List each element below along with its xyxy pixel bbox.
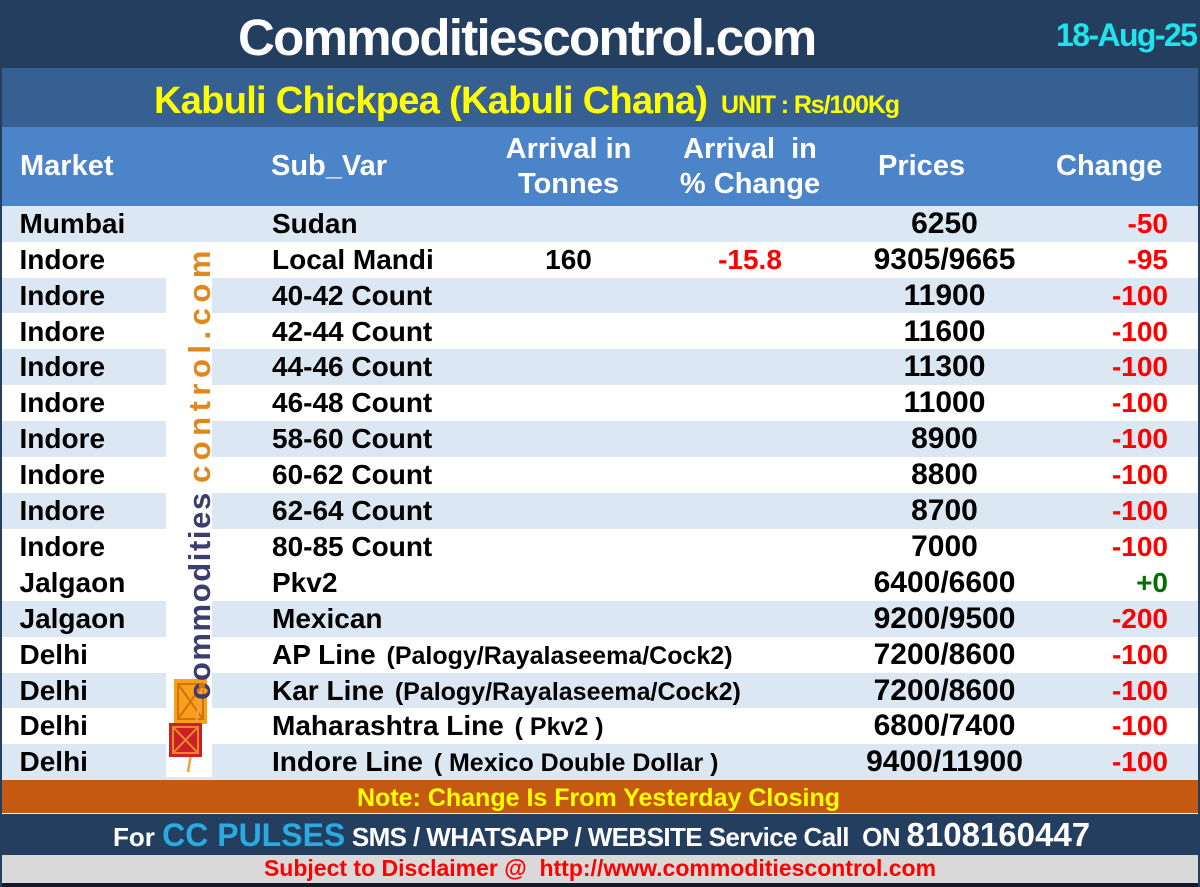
svg-text:commodities: commodities xyxy=(182,491,212,700)
svg-text:control.com: control.com xyxy=(182,247,212,483)
